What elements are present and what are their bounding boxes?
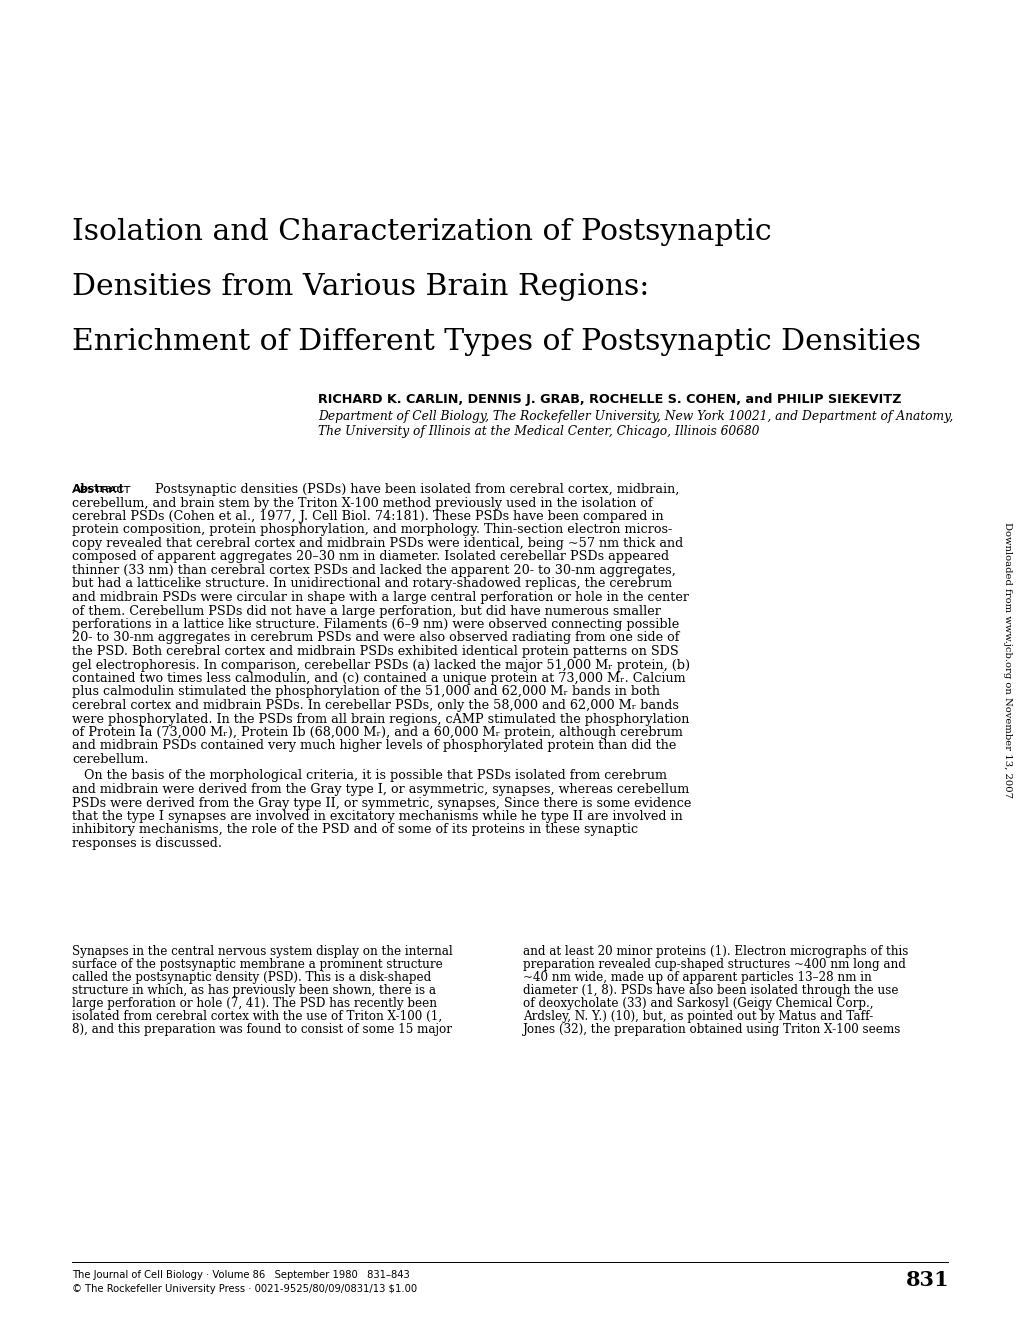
Text: plus calmodulin stimulated the phosphorylation of the 51,000 and 62,000 Mᵣ bands: plus calmodulin stimulated the phosphory…	[72, 685, 659, 698]
Text: copy revealed that cerebral cortex and midbrain PSDs were identical, being ~57 n: copy revealed that cerebral cortex and m…	[72, 537, 683, 550]
Text: Densities from Various Brain Regions:: Densities from Various Brain Regions:	[72, 273, 649, 301]
Text: were phosphorylated. In the PSDs from all brain regions, cAMP stimulated the pho: were phosphorylated. In the PSDs from al…	[72, 713, 689, 726]
Text: Jones (32), the preparation obtained using Triton X-100 seems: Jones (32), the preparation obtained usi…	[523, 1023, 901, 1036]
Text: and midbrain PSDs contained very much higher levels of phosphorylated protein th: and midbrain PSDs contained very much hi…	[72, 739, 676, 752]
Text: diameter (1, 8). PSDs have also been isolated through the use: diameter (1, 8). PSDs have also been iso…	[523, 983, 898, 997]
Text: cerebral cortex and midbrain PSDs. In cerebellar PSDs, only the 58,000 and 62,00: cerebral cortex and midbrain PSDs. In ce…	[72, 700, 679, 711]
Text: 20- to 30-nm aggregates in cerebrum PSDs and were also observed radiating from o: 20- to 30-nm aggregates in cerebrum PSDs…	[72, 631, 679, 644]
Text: Abstract: Abstract	[72, 483, 123, 494]
Text: Isolation and Characterization of Postsynaptic: Isolation and Characterization of Postsy…	[72, 218, 770, 246]
Text: responses is discussed.: responses is discussed.	[72, 837, 222, 850]
Text: and midbrain PSDs were circular in shape with a large central perforation or hol: and midbrain PSDs were circular in shape…	[72, 591, 688, 605]
Text: 8), and this preparation was found to consist of some 15 major: 8), and this preparation was found to co…	[72, 1023, 451, 1036]
Text: cerebellum, and brain stem by the Triton X-100 method previously used in the iso: cerebellum, and brain stem by the Triton…	[72, 496, 652, 510]
Text: thinner (33 nm) than cerebral cortex PSDs and lacked the apparent 20- to 30-nm a: thinner (33 nm) than cerebral cortex PSD…	[72, 564, 676, 577]
Text: Enrichment of Different Types of Postsynaptic Densities: Enrichment of Different Types of Postsyn…	[72, 327, 920, 356]
Text: of Protein Ia (73,000 Mᵣ), Protein Ib (68,000 Mᵣ), and a 60,000 Mᵣ protein, alth: of Protein Ia (73,000 Mᵣ), Protein Ib (6…	[72, 726, 682, 739]
Text: perforations in a lattice like structure. Filaments (6–9 nm) were observed conne: perforations in a lattice like structure…	[72, 618, 679, 631]
Text: gel electrophoresis. In comparison, cerebellar PSDs (a) lacked the major 51,000 : gel electrophoresis. In comparison, cere…	[72, 659, 690, 672]
Text: PSDs were derived from the Gray type II, or symmetric, synapses, Since there is : PSDs were derived from the Gray type II,…	[72, 796, 691, 809]
Text: the PSD. Both cerebral cortex and midbrain PSDs exhibited identical protein patt: the PSD. Both cerebral cortex and midbra…	[72, 645, 678, 657]
Text: Postsynaptic densities (PSDs) have been isolated from cerebral cortex, midbrain,: Postsynaptic densities (PSDs) have been …	[155, 483, 679, 496]
Text: The Journal of Cell Biology · Volume 86   September 1980   831–843: The Journal of Cell Biology · Volume 86 …	[72, 1270, 410, 1280]
Text: cerebral PSDs (Cohen et al., 1977, J. Cell Biol. 74:181). These PSDs have been c: cerebral PSDs (Cohen et al., 1977, J. Ce…	[72, 510, 663, 523]
Text: of them. Cerebellum PSDs did not have a large perforation, but did have numerous: of them. Cerebellum PSDs did not have a …	[72, 605, 660, 618]
Text: RICHARD K. CARLIN, DENNIS J. GRAB, ROCHELLE S. COHEN, and PHILIP SIEKEVITZ: RICHARD K. CARLIN, DENNIS J. GRAB, ROCHE…	[318, 393, 901, 407]
Text: contained two times less calmodulin, and (c) contained a unique protein at 73,00: contained two times less calmodulin, and…	[72, 672, 685, 685]
Text: and midbrain were derived from the Gray type I, or asymmetric, synapses, whereas: and midbrain were derived from the Gray …	[72, 783, 689, 796]
Text: Synapses in the central nervous system display on the internal: Synapses in the central nervous system d…	[72, 945, 452, 958]
Text: inhibitory mechanisms, the role of the PSD and of some of its proteins in these : inhibitory mechanisms, the role of the P…	[72, 824, 638, 837]
Text: isolated from cerebral cortex with the use of Triton X-100 (1,: isolated from cerebral cortex with the u…	[72, 1010, 441, 1023]
Text: of deoxycholate (33) and Sarkosyl (Geigy Chemical Corp.,: of deoxycholate (33) and Sarkosyl (Geigy…	[523, 997, 872, 1010]
Text: and at least 20 minor proteins (1). Electron micrographs of this: and at least 20 minor proteins (1). Elec…	[523, 945, 908, 958]
Text: but had a latticelike structure. In unidirectional and rotary-shadowed replicas,: but had a latticelike structure. In unid…	[72, 578, 672, 590]
Text: © The Rockefeller University Press · 0021-9525/80/09/0831/13 $1.00: © The Rockefeller University Press · 002…	[72, 1284, 417, 1294]
Text: Department of Cell Biology, The Rockefeller University, New York 10021, and Depa: Department of Cell Biology, The Rockefel…	[318, 411, 953, 422]
Text: Ardsley, N. Y.) (10), but, as pointed out by Matus and Taff-: Ardsley, N. Y.) (10), but, as pointed ou…	[523, 1010, 872, 1023]
Text: cerebellum.: cerebellum.	[72, 752, 149, 766]
Text: protein composition, protein phosphorylation, and morphology. Thin-section elect: protein composition, protein phosphoryla…	[72, 524, 672, 536]
Text: preparation revealed cup-shaped structures ~400 nm long and: preparation revealed cup-shaped structur…	[523, 958, 905, 972]
Text: 831: 831	[906, 1270, 949, 1290]
Text: large perforation or hole (7, 41). The PSD has recently been: large perforation or hole (7, 41). The P…	[72, 997, 436, 1010]
Text: ~40 nm wide, made up of apparent particles 13–28 nm in: ~40 nm wide, made up of apparent particl…	[523, 972, 871, 983]
Text: surface of the postsynaptic membrane a prominent structure: surface of the postsynaptic membrane a p…	[72, 958, 442, 972]
Text: structure in which, as has previously been shown, there is a: structure in which, as has previously be…	[72, 983, 435, 997]
Text: that the type I synapses are involved in excitatory mechanisms while he type II : that the type I synapses are involved in…	[72, 810, 682, 822]
Text: called the postsynaptic density (PSD). This is a disk-shaped: called the postsynaptic density (PSD). T…	[72, 972, 431, 983]
Text: On the basis of the morphological criteria, it is possible that PSDs isolated fr: On the basis of the morphological criter…	[72, 770, 666, 783]
Text: composed of apparent aggregates 20–30 nm in diameter. Isolated cerebellar PSDs a: composed of apparent aggregates 20–30 nm…	[72, 550, 668, 564]
Text: The University of Illinois at the Medical Center, Chicago, Illinois 60680: The University of Illinois at the Medica…	[318, 425, 758, 438]
Text: Downloaded from www.jcb.org on November 13, 2007: Downloaded from www.jcb.org on November …	[1003, 521, 1012, 799]
Text: Aʙsᴛʀᴀᴄᴛ: Aʙsᴛʀᴀᴄᴛ	[72, 483, 131, 496]
